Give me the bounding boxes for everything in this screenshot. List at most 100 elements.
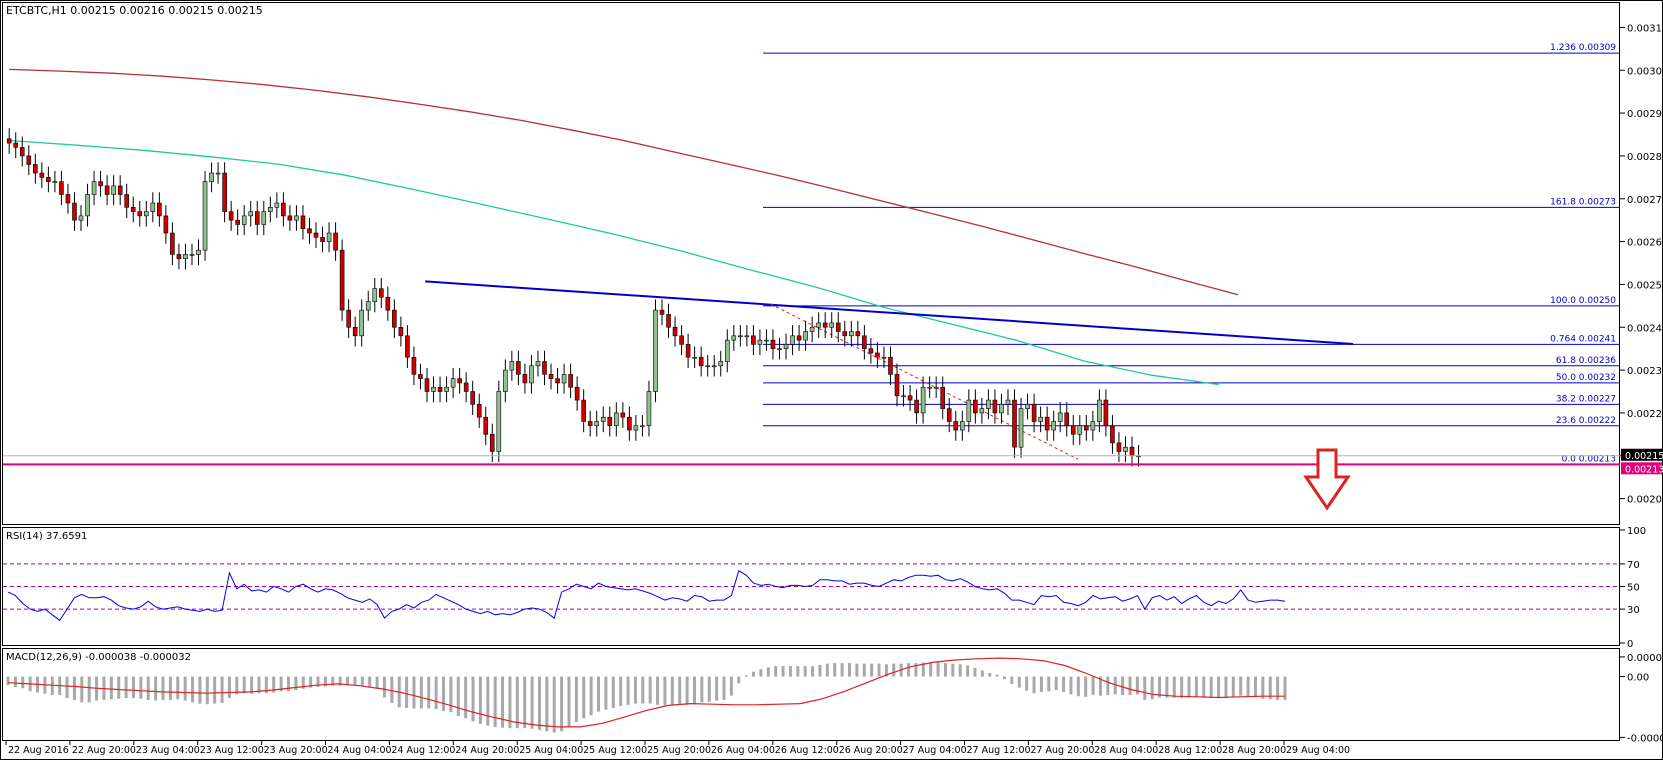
candle-body [587,421,593,427]
candle-body [594,421,600,427]
candle-body [1025,404,1030,409]
candle-body [803,331,808,341]
y-tick-label: -0.000099 [1627,733,1663,744]
x-tick-label: 27 Aug 20:00 [1030,745,1094,756]
candle-body [398,326,404,337]
x-tick-label: 25 Aug 20:00 [647,745,711,756]
candle-body [790,335,795,345]
candle-body [966,399,972,422]
y-tick-label: 0.00225 [1627,409,1663,420]
x-tick-label: 28 Aug 12:00 [1158,745,1222,756]
candle-body [705,365,710,368]
candle-body [822,322,828,328]
candle-body [392,309,397,328]
x-tick-label: 24 Aug 12:00 [391,745,455,756]
candle-body [1116,442,1122,452]
candle-body [607,416,613,427]
candle-body [235,219,240,225]
x-tick-label: 23 Aug 04:00 [136,745,200,756]
resistance-trendline [425,280,1354,345]
fib-level-label: 1.236 0.00309 [1550,43,1616,53]
x-tick-label: 27 Aug 12:00 [967,745,1031,756]
candle-body [65,194,71,204]
candle-body [26,155,32,165]
candle-body [927,386,932,389]
candle-body [542,361,547,375]
macd-title: MACD(12,26,9) -0.000038 -0.000032 [6,652,191,663]
candle-body [751,335,756,345]
candle-body [157,202,162,217]
candle-body [418,374,423,379]
candle-body [85,194,90,217]
candle-body [411,356,417,375]
x-tick-label: 26 Aug 12:00 [775,745,839,756]
candle-body [516,361,521,375]
candle-body [979,408,985,414]
fib-level-label: 61.8 0.00236 [1556,356,1616,366]
candle-body [339,249,345,311]
time-axis: 22 Aug 2016 22 Aug 20:00 23 Aug 04:00 23 Au… [5,741,1350,756]
candle-body [143,211,149,217]
rsi-panel-border [2,527,1620,646]
candle-body [796,335,802,341]
candle-body [268,207,273,212]
candle-body [574,386,580,401]
fib-level-label: 0.0 0.00213 [1562,454,1616,464]
candle-body [254,211,260,225]
candle-body [111,185,116,195]
candle-body [1051,421,1056,431]
candle-body [189,254,195,256]
candle-body [783,344,789,349]
candle-body [52,181,58,183]
trend-lines[interactable] [425,280,1354,460]
candle-body [163,215,169,234]
candle-body [13,142,19,148]
current-price-tag [1621,448,1662,461]
rsi-title: RSI(14) 37.6591 [6,531,87,542]
candle-body [614,412,619,427]
candle-body [424,378,430,392]
candle-body [385,296,391,311]
candle-body [1077,425,1083,435]
support-price-tag [1621,462,1662,475]
macd-y-axis: 0.000032 0.00 -0.000099 [1620,653,1663,744]
y-tick-label: 0 [1627,639,1633,650]
y-tick-label: 0.00 [1627,673,1649,684]
candle-body [744,335,750,338]
y-tick-label: 30 [1627,605,1640,616]
candle-body [476,404,482,418]
candle-body [209,172,214,182]
candle-body [346,309,351,328]
candle-body [150,202,156,212]
candle-body [294,215,299,221]
candle-body [548,374,554,379]
candle-body [581,399,586,422]
candle-body [378,288,384,298]
candle-body [1103,399,1109,427]
candle-body [640,425,645,428]
candle-body [901,395,906,398]
candle-body [313,232,319,238]
candle-body [215,172,221,175]
candle-body [1110,425,1115,444]
candle-body [868,348,874,354]
y-tick-label: 0.000032 [1627,653,1663,664]
candle-body [352,326,358,337]
y-tick-label: 0.00315 [1627,23,1663,34]
candle-body [1064,412,1070,427]
candle-body [953,421,959,431]
candle-body [274,202,280,208]
candle-body [1038,416,1043,422]
y-tick-label: 100 [1627,526,1646,537]
macd-panel-border [2,648,1620,741]
x-tick-label: 22 Aug 20:00 [72,745,136,756]
candle-body [457,378,462,384]
candle-body [281,202,286,217]
support-level[interactable]: 0.00215 0.00213 [3,448,1663,476]
candle-body [1129,446,1135,457]
candle-body [1084,425,1089,431]
candle-body [711,365,717,368]
candle-body [176,254,182,260]
current-price-label: 0.00215 [1625,451,1663,462]
